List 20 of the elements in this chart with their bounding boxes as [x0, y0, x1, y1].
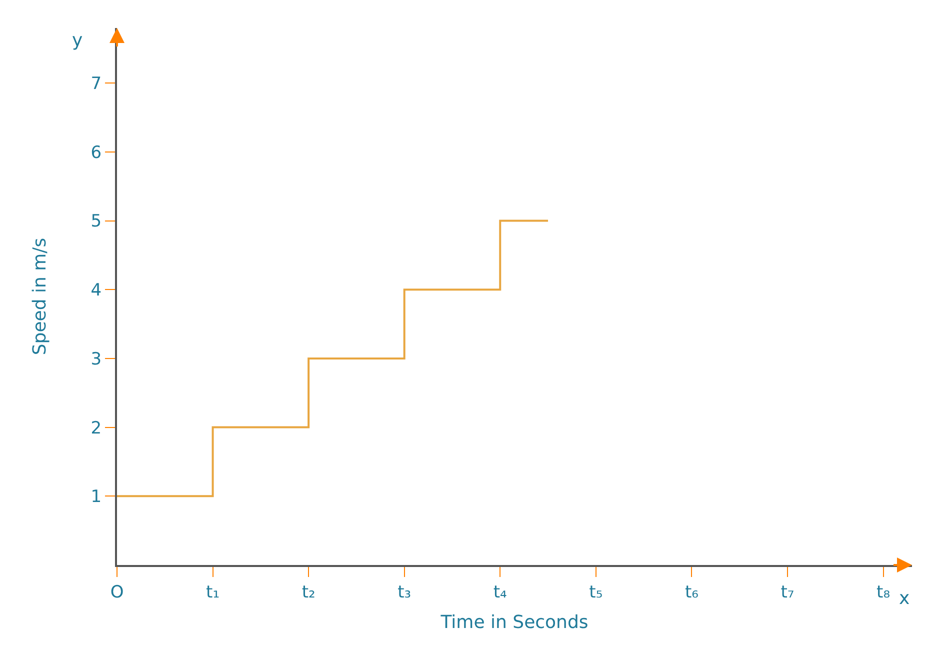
text: x — [899, 588, 910, 609]
y-tick-label: 2 — [90, 418, 102, 438]
x-tick-label: t₄ — [493, 582, 508, 602]
y-tick-label: 7 — [90, 74, 102, 94]
y-tick-label: 3 — [90, 349, 102, 370]
y-tick-label: 4 — [90, 280, 102, 301]
y-tick-label: 5 — [90, 212, 102, 232]
x-tick-label: t₆ — [684, 582, 699, 602]
x-axis-title: Time in Seconds — [440, 612, 588, 633]
x-tick-label: t₁ — [206, 582, 220, 602]
x-tick-label: t₇ — [780, 582, 794, 602]
text: y — [72, 30, 83, 51]
x-tick-label: t₂ — [302, 582, 316, 602]
x-tick-label: t₈ — [876, 582, 890, 602]
y-tick-label: 1 — [90, 487, 102, 508]
y-axis-title: Speed in m/s — [29, 238, 50, 356]
x-tick-label: O — [110, 582, 124, 602]
y-tick-label: 6 — [90, 142, 102, 163]
x-tick-label: t₅ — [589, 582, 603, 602]
x-tick-label: t₃ — [398, 582, 412, 602]
